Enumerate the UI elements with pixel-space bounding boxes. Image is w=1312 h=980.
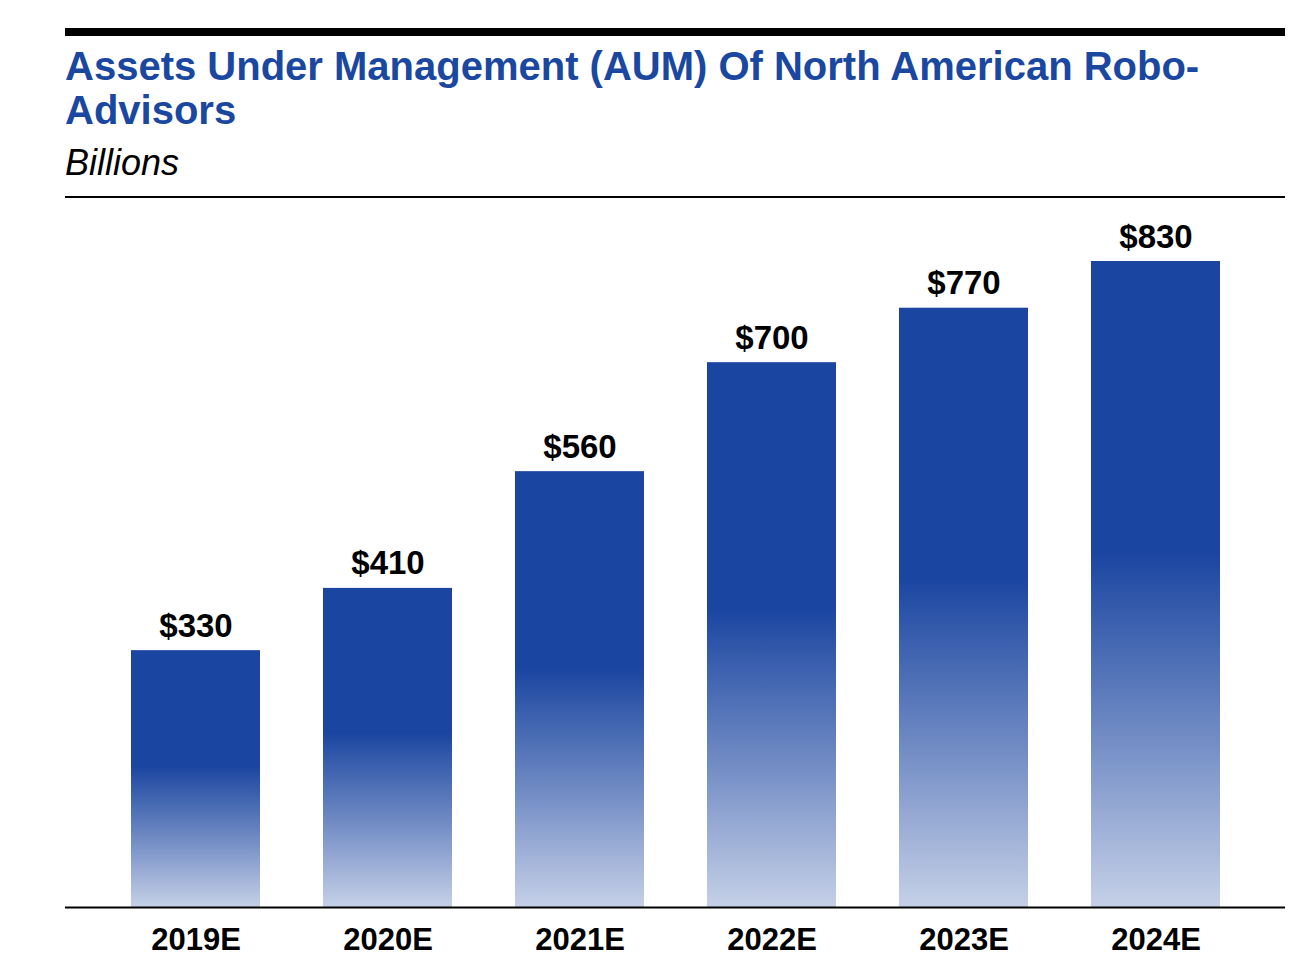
svg-text:2024E: 2024E [1111,922,1201,957]
svg-text:$410: $410 [351,544,424,581]
svg-text:2021E: 2021E [535,922,625,957]
html-text:Billions: Billions [65,142,179,183]
svg-text:2020E: 2020E [343,922,433,957]
svg-text:$700: $700 [735,319,808,356]
svg-text:2023E: 2023E [919,922,1009,957]
svg-text:$330: $330 [159,607,232,644]
svg-text:$560: $560 [543,428,616,465]
svg-text:2022E: 2022E [727,922,817,957]
svg-text:$830: $830 [1119,218,1192,255]
svg-text:2019E: 2019E [151,922,241,957]
html-text:Assets Under Management (AUM): Assets Under Management (AUM) Of North A… [65,44,1200,132]
svg-text:$770: $770 [927,264,1000,301]
